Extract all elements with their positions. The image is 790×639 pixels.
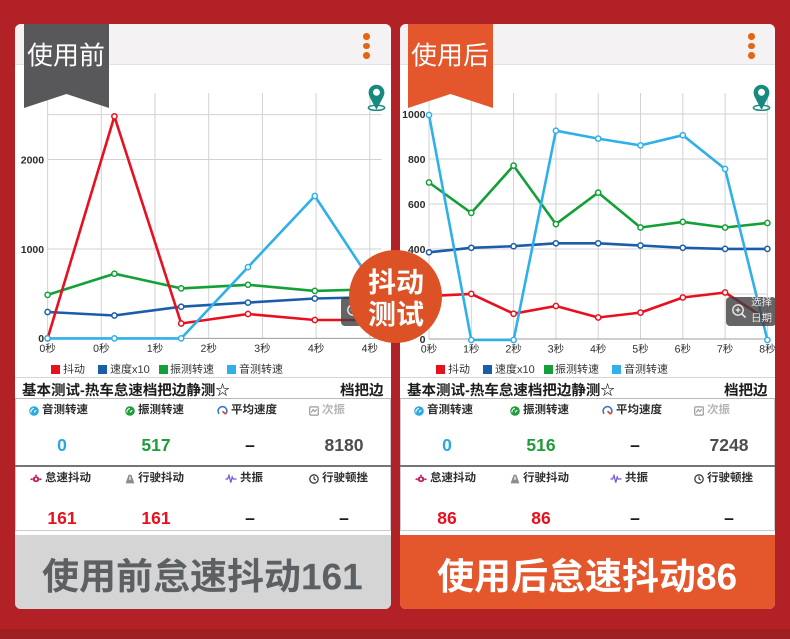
svg-text:1000: 1000 xyxy=(402,109,426,121)
svg-text:0: 0 xyxy=(420,334,426,346)
svg-text:600: 600 xyxy=(408,199,426,211)
svg-text:800: 800 xyxy=(408,154,426,166)
svg-text:1000: 1000 xyxy=(21,244,45,256)
svg-text:2000: 2000 xyxy=(21,154,45,166)
svg-text:0: 0 xyxy=(38,333,44,345)
